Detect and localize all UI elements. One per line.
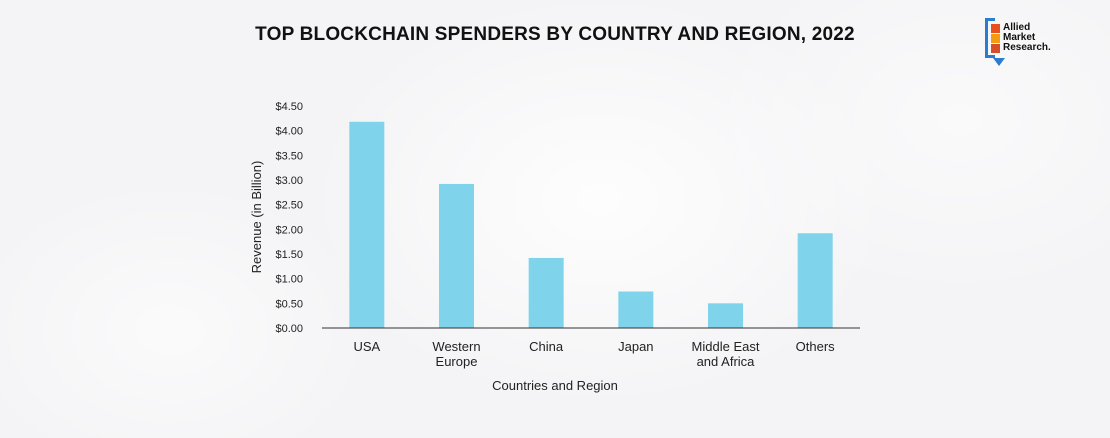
bar [708,303,743,328]
logo-squares-icon [991,24,1000,54]
bar [349,121,385,328]
y-tick-label: $4.50 [275,101,303,113]
bar [797,233,833,328]
y-tick-label: $2.50 [275,200,303,212]
x-tick-label: USA [353,339,380,354]
x-tick-label: China [529,339,564,354]
y-tick-label: $4.00 [275,126,303,138]
x-axis-labels: USA Western Europe China Japan Middle East and… [353,339,835,369]
x-axis-title: Countries and Region [492,378,618,393]
logo-wordmark: Allied Market Research. [1003,22,1051,53]
x-tick-label: Western Europe [432,339,480,369]
x-tick-label: Others [796,339,836,354]
y-tick-label: $0.00 [275,323,303,335]
y-axis-title: Revenue (in Billion) [249,161,264,274]
y-axis-ticks: $0.00 $0.50 $1.00 $1.50 $2.00 $2.50 $3.00 $3.50… [275,101,303,335]
chart-title: TOP BLOCKCHAIN SPENDERS BY COUNTRY AND R… [255,24,855,45]
y-tick-label: $1.50 [275,249,303,261]
allied-market-research-logo: Allied Market Research. [985,18,1075,70]
y-tick-label: $0.50 [275,298,303,310]
bar [618,291,654,328]
logo-frame-icon [985,18,995,58]
y-tick-label: $3.00 [275,175,303,187]
bar [439,183,474,328]
y-tick-label: $1.00 [275,274,303,286]
x-tick-label: Middle East and Africa [692,339,760,369]
x-tick-label: Japan [618,339,653,354]
logo-speech-tail-icon [993,58,1005,66]
y-tick-label: $3.50 [275,150,303,162]
bars [349,121,833,328]
y-tick-label: $2.00 [275,224,303,236]
bar [528,257,564,328]
